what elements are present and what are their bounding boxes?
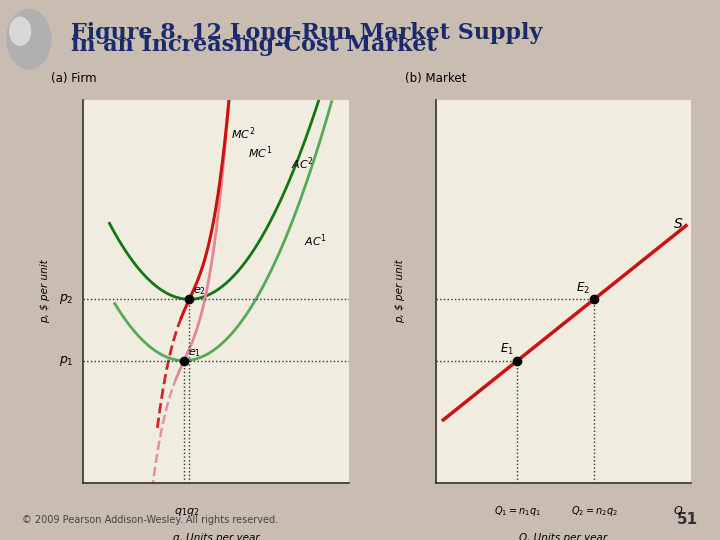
Text: $MC^2$: $MC^2$: [230, 125, 255, 141]
Text: $e_2$: $e_2$: [194, 286, 207, 298]
Text: $Q_1 = n_1 q_1$: $Q_1 = n_1 q_1$: [494, 504, 541, 518]
Text: p, $ per unit: p, $ per unit: [40, 260, 50, 323]
Text: $e_1$: $e_1$: [188, 347, 201, 359]
Text: $AC^2$: $AC^2$: [291, 156, 313, 172]
Text: 51: 51: [678, 512, 698, 527]
Text: $E_1$: $E_1$: [500, 342, 513, 357]
Text: $E_2$: $E_2$: [577, 281, 590, 296]
Circle shape: [10, 17, 30, 45]
Text: q, Units per year: q, Units per year: [173, 533, 259, 540]
Text: Q, Units per year: Q, Units per year: [519, 533, 608, 540]
Circle shape: [7, 9, 50, 69]
Text: p, $ per unit: p, $ per unit: [395, 260, 405, 323]
Text: $Q_2 = n_2 q_2$: $Q_2 = n_2 q_2$: [571, 504, 618, 518]
Text: $q_1 q_2$: $q_1 q_2$: [174, 507, 199, 518]
Text: (a) Firm: (a) Firm: [51, 72, 96, 85]
Text: in an Increasing-Cost Market: in an Increasing-Cost Market: [71, 35, 436, 56]
Text: $Q$: $Q$: [673, 504, 683, 517]
Text: (b) Market: (b) Market: [405, 72, 467, 85]
Text: Figure 8. 12 Long-Run Market Supply: Figure 8. 12 Long-Run Market Supply: [71, 22, 542, 44]
Text: $AC^1$: $AC^1$: [304, 232, 327, 249]
Text: © 2009 Pearson Addison-Wesley. All rights reserved.: © 2009 Pearson Addison-Wesley. All right…: [22, 515, 278, 525]
Text: $MC^1$: $MC^1$: [248, 144, 272, 161]
Text: $S$: $S$: [673, 217, 684, 231]
Text: $p_1$: $p_1$: [59, 354, 73, 368]
Text: $p_2$: $p_2$: [59, 292, 73, 306]
